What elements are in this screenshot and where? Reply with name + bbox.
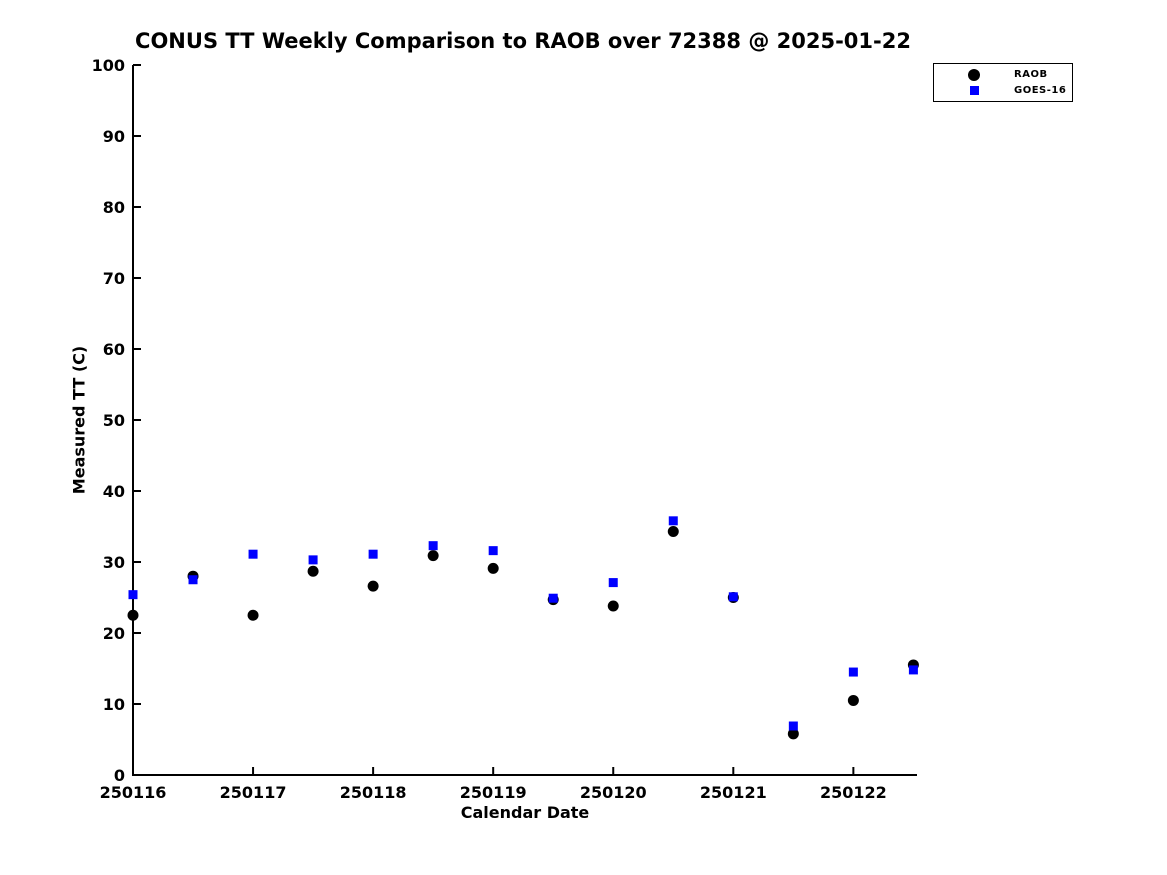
- data-point-goes-16: [668, 516, 678, 526]
- y-tick-label: 10: [103, 695, 125, 714]
- data-point-goes-16: [788, 721, 798, 731]
- data-point-goes-16: [428, 541, 438, 551]
- data-point-goes-16: [188, 575, 198, 585]
- data-point-goes-16: [728, 592, 738, 602]
- data-point-raob: [787, 728, 799, 740]
- chart-title: CONUS TT Weekly Comparison to RAOB over …: [135, 29, 911, 53]
- x-tick-label: 250116: [100, 783, 167, 802]
- raob-circle-marker-icon: [968, 68, 980, 81]
- y-tick-label: 70: [103, 269, 125, 288]
- data-point-raob: [427, 550, 439, 562]
- y-tick-label: 0: [114, 766, 125, 785]
- y-tick-label: 20: [103, 624, 125, 643]
- goes-16-square-marker-icon: [969, 86, 979, 95]
- data-point-raob: [247, 609, 259, 621]
- y-axis-label: Measured TT (C): [69, 345, 89, 495]
- y-tick-label: 40: [103, 482, 125, 501]
- axis-spines: [132, 65, 917, 776]
- data-point-goes-16: [608, 578, 618, 588]
- data-point-raob: [607, 600, 619, 612]
- legend-label-goes-16: GOES-16: [1014, 85, 1067, 96]
- data-point-goes-16: [548, 593, 558, 603]
- x-tick-label: 250120: [580, 783, 647, 802]
- data-point-goes-16: [848, 667, 858, 677]
- legend-marker-cell: [934, 68, 1014, 81]
- data-point-raob: [667, 525, 679, 537]
- data-point-raob: [487, 562, 499, 574]
- x-tick-label: 250121: [700, 783, 767, 802]
- data-point-goes-16: [368, 549, 378, 559]
- data-point-goes-16: [488, 546, 498, 556]
- data-point-raob: [367, 580, 379, 592]
- y-tick-label: 50: [103, 411, 125, 430]
- x-tick-label: 250119: [460, 783, 527, 802]
- legend-marker-cell: [934, 86, 1014, 95]
- data-point-goes-16: [128, 590, 138, 600]
- legend-label-raob: RAOB: [1014, 69, 1048, 80]
- data-point-goes-16: [248, 549, 258, 559]
- data-point-raob: [127, 609, 139, 621]
- x-tick-label: 250122: [820, 783, 887, 802]
- y-tick-label: 80: [103, 198, 125, 217]
- y-tick-label: 60: [103, 340, 125, 359]
- y-tick-label: 100: [92, 56, 125, 75]
- data-point-raob: [847, 694, 859, 706]
- x-tick-label: 250118: [340, 783, 407, 802]
- y-tick-label: 90: [103, 127, 125, 146]
- x-tick-label: 250117: [220, 783, 287, 802]
- y-tick-label: 30: [103, 553, 125, 572]
- data-point-raob: [307, 565, 319, 577]
- legend: RAOB GOES-16: [933, 63, 1073, 102]
- data-point-goes-16: [308, 555, 318, 565]
- data-point-goes-16: [908, 665, 918, 675]
- x-axis-label: Calendar Date: [460, 803, 590, 822]
- legend-entry-goes-16: GOES-16: [934, 83, 1072, 99]
- legend-entry-raob: RAOB: [934, 67, 1072, 83]
